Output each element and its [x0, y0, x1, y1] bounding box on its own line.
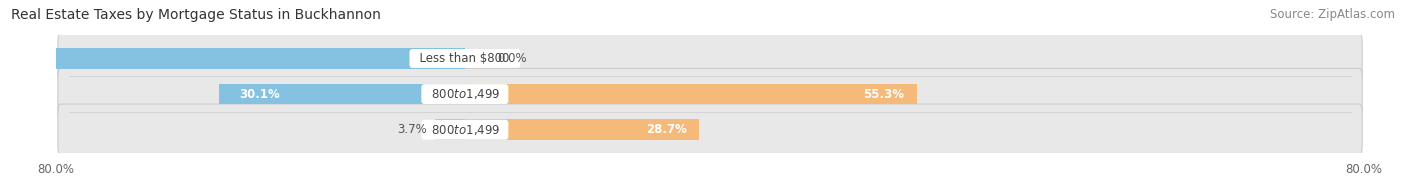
FancyBboxPatch shape	[58, 33, 1362, 84]
Text: $800 to $1,499: $800 to $1,499	[425, 123, 505, 137]
Text: Less than $800: Less than $800	[412, 52, 517, 65]
Bar	[465, 84, 917, 104]
Text: $800 to $1,499: $800 to $1,499	[425, 87, 505, 101]
Text: 30.1%: 30.1%	[239, 88, 280, 101]
Text: 0.0%: 0.0%	[498, 52, 527, 65]
Text: 55.3%: 55.3%	[863, 88, 904, 101]
Bar	[434, 119, 465, 140]
Bar	[219, 84, 465, 104]
Bar	[465, 119, 699, 140]
FancyBboxPatch shape	[58, 104, 1362, 155]
Text: 28.7%: 28.7%	[647, 123, 688, 136]
Text: Real Estate Taxes by Mortgage Status in Buckhannon: Real Estate Taxes by Mortgage Status in …	[11, 8, 381, 22]
FancyBboxPatch shape	[58, 68, 1362, 120]
Text: Source: ZipAtlas.com: Source: ZipAtlas.com	[1270, 8, 1395, 21]
Bar	[0, 48, 465, 69]
Text: 3.7%: 3.7%	[396, 123, 426, 136]
